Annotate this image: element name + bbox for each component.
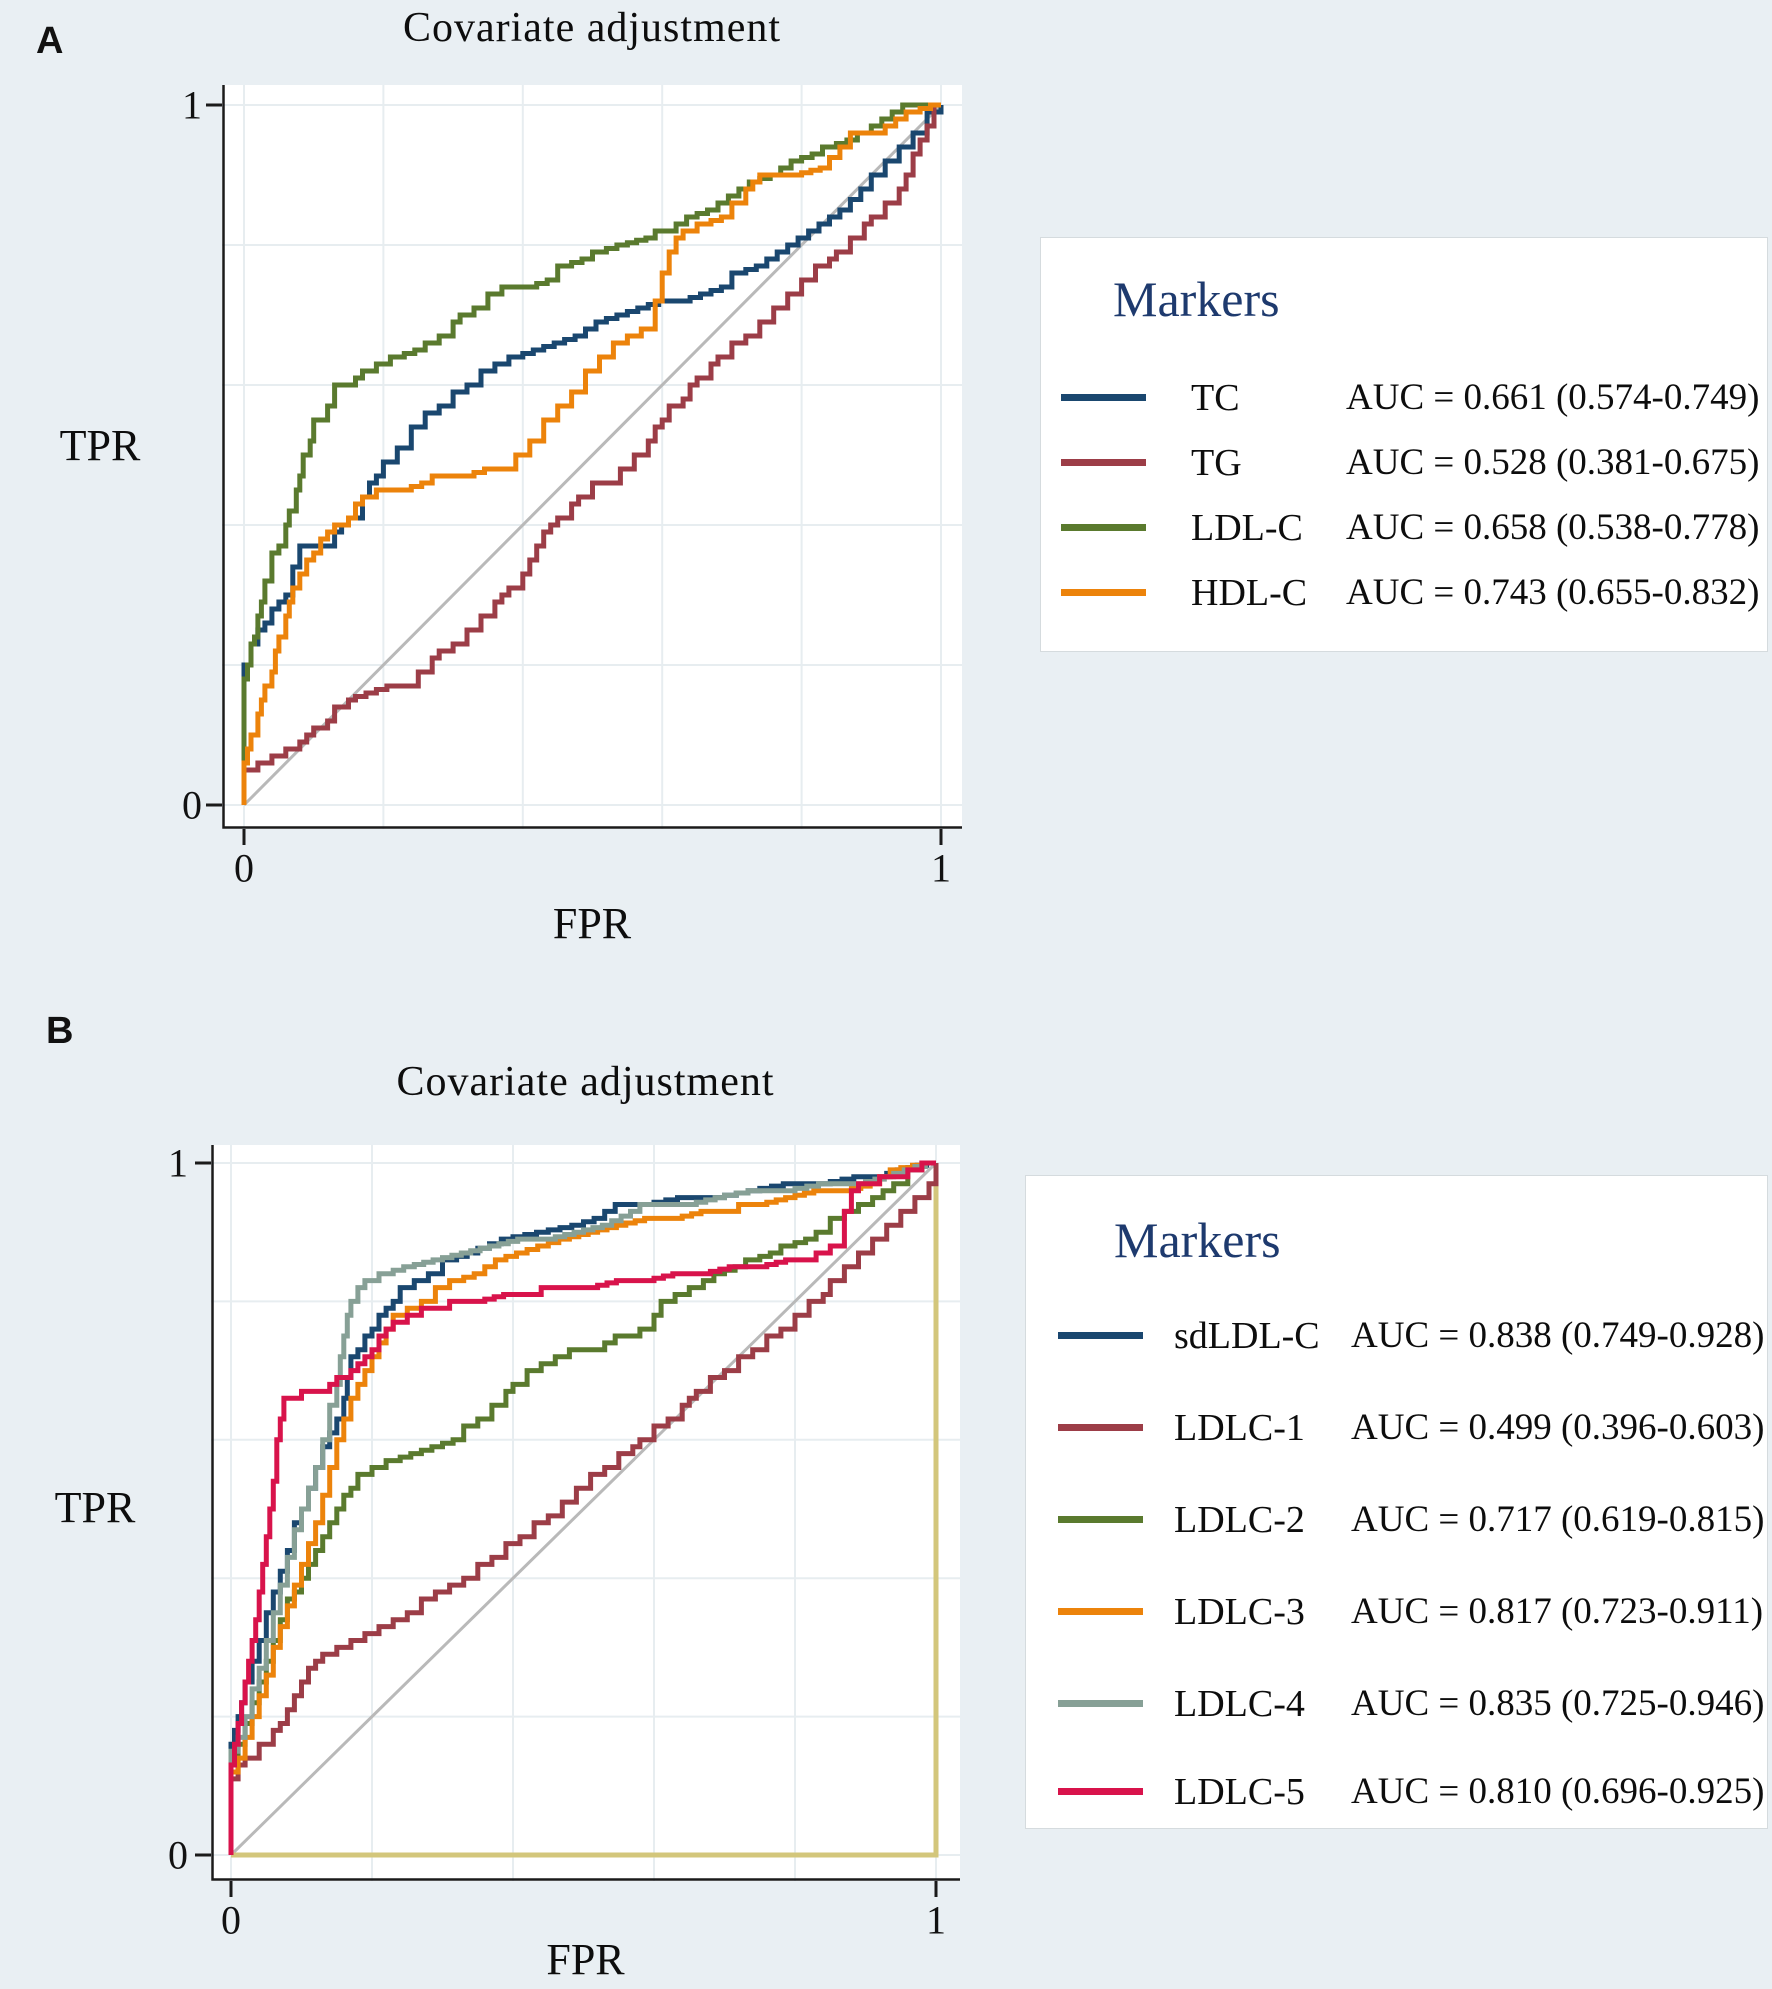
legend-row: LDLC-5 AUC = 0.810 (0.696-0.925) [1026, 1768, 1767, 1816]
roc-curve-LDLC-1 [228, 1163, 939, 1855]
legend-swatch [1061, 524, 1146, 531]
legend-row: LDLC-1 AUC = 0.499 (0.396-0.603) [1026, 1404, 1767, 1452]
legend-swatch [1061, 394, 1146, 401]
axis-frame [211, 1145, 960, 1881]
legend-auc-text: AUC = 0.817 (0.723-0.911) [1351, 1591, 1764, 1632]
roc-curve-TC [241, 105, 944, 805]
panel-b-xtick-0: 0 [221, 1897, 241, 1943]
legend-row: HDL-C AUC = 0.743 (0.655-0.832) [1041, 569, 1767, 617]
panel-b-x-axis-label: FPR [546, 1935, 625, 1984]
panel-b-xtick-1: 1 [926, 1897, 946, 1943]
legend-series-label: HDL-C [1191, 572, 1308, 614]
legend-series-label: LDLC-5 [1174, 1771, 1305, 1813]
panel-b-ytick-0: 0 [168, 1832, 188, 1878]
legend-row: LDL-C AUC = 0.658 (0.538-0.778) [1041, 504, 1767, 552]
panel-a-ytick-1: 1 [182, 82, 202, 128]
roc-curve-TG [241, 102, 941, 805]
legend-swatch [1061, 589, 1146, 596]
panel-b-legend-header: Markers [1114, 1212, 1281, 1268]
legend-auc-text: AUC = 0.528 (0.381-0.675) [1346, 442, 1760, 483]
legend-series-label: TG [1191, 442, 1242, 484]
panel-b-legend: Markers sdLDL-C AUC = 0.838 (0.749-0.928… [1025, 1175, 1768, 1829]
roc-curve-LDLC-5 [228, 1160, 936, 1855]
legend-row: sdLDL-C AUC = 0.838 (0.749-0.928) [1026, 1312, 1767, 1360]
panel-a-label: A [36, 20, 64, 62]
panel-b-roc-plot [195, 1145, 960, 1897]
legend-series-label: TC [1191, 377, 1240, 419]
roc-curve-LDLC-4 [228, 1160, 936, 1855]
legend-series-label: sdLDL-C [1174, 1315, 1320, 1357]
legend-row: TG AUC = 0.528 (0.381-0.675) [1041, 439, 1767, 487]
legend-series-label: LDLC-4 [1174, 1683, 1305, 1725]
reference-diagonal-line [229, 1161, 938, 1857]
legend-series-label: LDL-C [1191, 507, 1303, 549]
panel-a-xtick-0: 0 [234, 845, 254, 891]
legend-swatch [1058, 1424, 1143, 1431]
reference-bottom-right-line [231, 1163, 939, 1858]
roc-curve-HDL-C [241, 102, 941, 805]
legend-swatch [1058, 1332, 1143, 1339]
roc-curve-LDLC-2 [228, 1160, 936, 1855]
panel-b-ytick-1: 1 [168, 1140, 188, 1186]
legend-auc-text: AUC = 0.661 (0.574-0.749) [1346, 377, 1760, 418]
panel-a-x-axis-label: FPR [552, 899, 632, 948]
legend-row: LDLC-2 AUC = 0.717 (0.619-0.815) [1026, 1496, 1767, 1544]
legend-row: LDLC-3 AUC = 0.817 (0.723-0.911) [1026, 1588, 1767, 1636]
panel-b-label: B [46, 1010, 74, 1052]
panel-b-y-axis-label: TPR [54, 1483, 136, 1532]
legend-swatch [1061, 459, 1146, 466]
panel-a-ytick-0: 0 [182, 782, 202, 828]
legend-auc-text: AUC = 0.835 (0.725-0.946) [1351, 1683, 1765, 1724]
legend-swatch [1058, 1700, 1143, 1707]
legend-auc-text: AUC = 0.658 (0.538-0.778) [1346, 507, 1760, 548]
legend-swatch [1058, 1516, 1143, 1523]
panel-a-legend: Markers TC AUC = 0.661 (0.574-0.749) TG … [1040, 237, 1768, 652]
legend-swatch [1058, 1788, 1143, 1795]
legend-auc-text: AUC = 0.743 (0.655-0.832) [1346, 572, 1760, 613]
legend-series-label: LDLC-2 [1174, 1499, 1305, 1541]
legend-auc-text: AUC = 0.499 (0.396-0.603) [1351, 1407, 1765, 1448]
legend-auc-text: AUC = 0.717 (0.619-0.815) [1351, 1499, 1765, 1540]
panel-a-title: Covariate adjustment [402, 5, 782, 51]
panel-b-title: Covariate adjustment [396, 1059, 775, 1105]
roc-curve-LDL-C [241, 102, 941, 805]
axis-frame [222, 85, 962, 829]
legend-series-label: LDLC-1 [1174, 1407, 1305, 1449]
legend-row: LDLC-4 AUC = 0.835 (0.725-0.946) [1026, 1680, 1767, 1728]
panel-a-legend-header: Markers [1113, 271, 1280, 327]
legend-row: TC AUC = 0.661 (0.574-0.749) [1041, 374, 1767, 422]
panel-a-y-axis-label: TPR [59, 421, 141, 470]
legend-swatch [1058, 1608, 1143, 1615]
roc-curve-LDLC-3 [228, 1160, 936, 1855]
panel-a-xtick-1: 1 [931, 845, 951, 891]
panel-a-roc-plot [206, 85, 962, 845]
legend-auc-text: AUC = 0.838 (0.749-0.928) [1351, 1315, 1765, 1356]
legend-series-label: LDLC-3 [1174, 1591, 1305, 1633]
legend-auc-text: AUC = 0.810 (0.696-0.925) [1351, 1771, 1765, 1812]
